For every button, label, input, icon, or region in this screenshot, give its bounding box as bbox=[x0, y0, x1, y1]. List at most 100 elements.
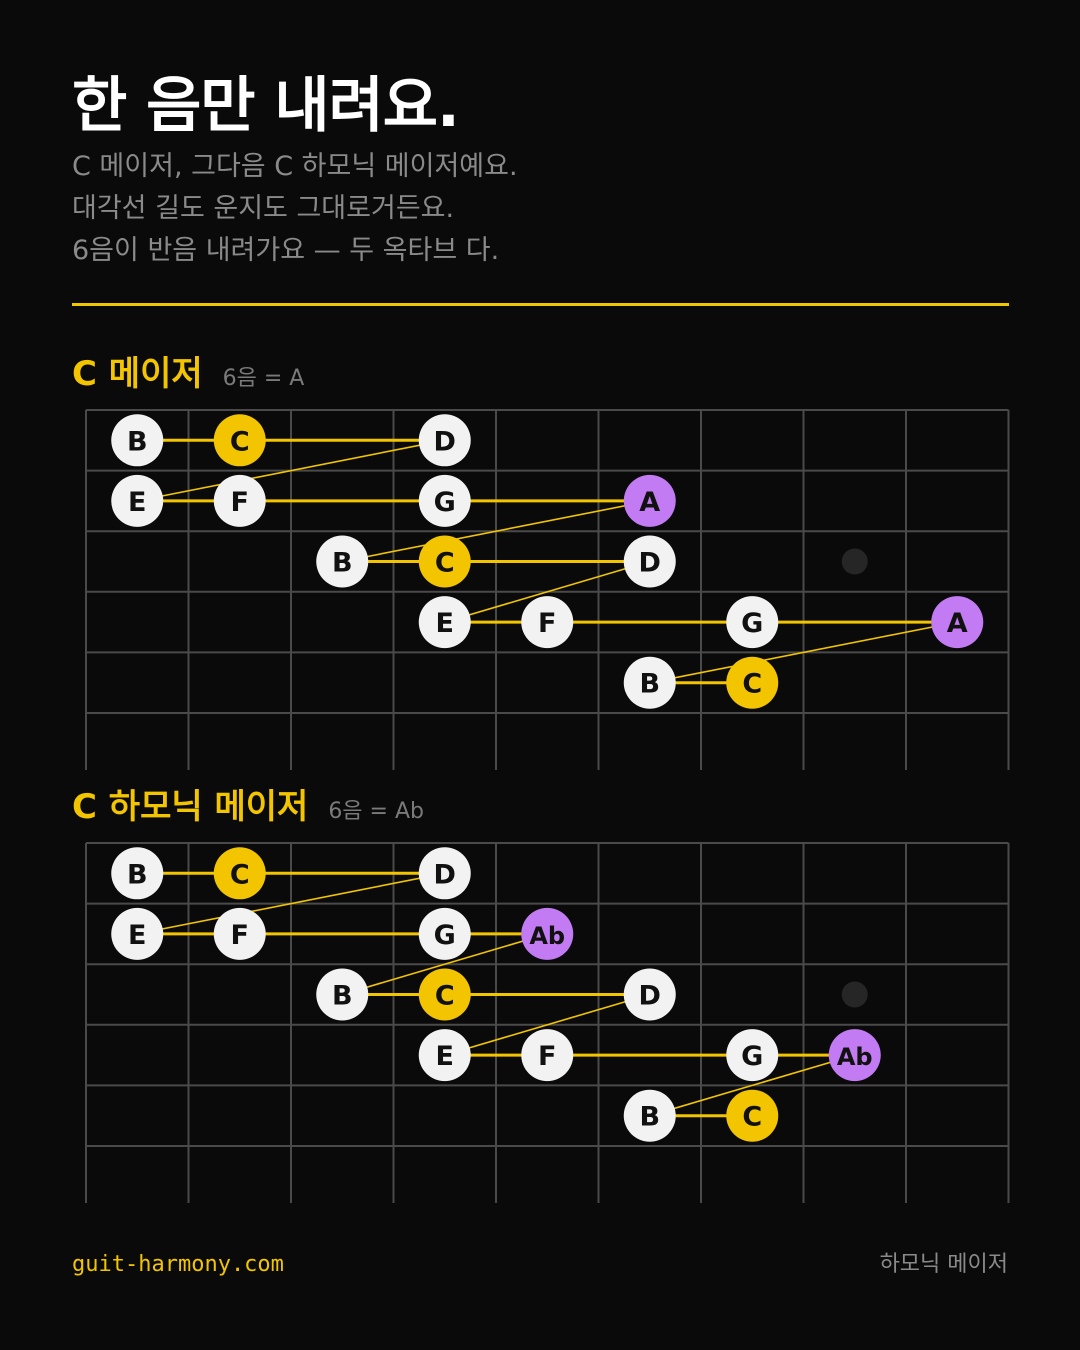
note-circle bbox=[316, 968, 369, 1021]
note-circle bbox=[111, 414, 164, 467]
note-marker: G bbox=[418, 474, 471, 527]
note-label: F bbox=[538, 1041, 556, 1072]
note-marker: E bbox=[111, 907, 164, 960]
position-shift-line bbox=[137, 439, 445, 502]
note-circle bbox=[726, 1089, 779, 1142]
note-marker: C bbox=[418, 968, 471, 1021]
note-label: F bbox=[231, 487, 249, 518]
note-circle bbox=[418, 474, 471, 527]
note-circle bbox=[623, 968, 676, 1021]
section-title-text: C 메이저 bbox=[72, 354, 203, 394]
note-circle bbox=[316, 535, 369, 588]
note-circle bbox=[418, 596, 471, 649]
note-marker: E bbox=[418, 596, 471, 649]
note-marker: C bbox=[213, 847, 266, 900]
note-label: G bbox=[434, 487, 456, 518]
position-shift-line bbox=[137, 872, 445, 935]
fretboard-diagram-c-harmonic-major: 2345678910BCDEFGAbBCDEFGAbBC bbox=[85, 842, 1010, 1203]
note-label: C bbox=[230, 426, 250, 457]
subtitle-line-1: C 메이저, 그다음 C 하모닉 메이저예요. bbox=[72, 151, 518, 182]
section-title-c-harmonic-major: C 하모닉 메이저 6음 = Ab bbox=[72, 787, 424, 832]
note-label: F bbox=[231, 920, 249, 951]
note-circle bbox=[726, 596, 779, 649]
divider-line bbox=[72, 303, 1009, 306]
note-marker: C bbox=[213, 414, 266, 467]
note-label: B bbox=[127, 859, 148, 890]
note-label: C bbox=[742, 669, 762, 700]
note-circle bbox=[111, 847, 164, 900]
note-marker: D bbox=[623, 535, 676, 588]
note-circle bbox=[418, 968, 471, 1021]
note-circle bbox=[111, 907, 164, 960]
note-marker: C bbox=[726, 656, 779, 709]
note-label: F bbox=[538, 608, 556, 639]
note-circle bbox=[418, 907, 471, 960]
note-circle bbox=[213, 907, 266, 960]
fret-inlay-dot bbox=[841, 548, 868, 575]
note-marker: C bbox=[726, 1089, 779, 1142]
note-marker: B bbox=[111, 414, 164, 467]
note-label: C bbox=[230, 859, 250, 890]
note-marker: B bbox=[623, 1089, 676, 1142]
note-circle bbox=[623, 1089, 676, 1142]
note-circle bbox=[623, 474, 676, 527]
note-label: D bbox=[434, 859, 456, 890]
note-label: B bbox=[639, 1102, 660, 1133]
note-marker: G bbox=[418, 907, 471, 960]
fret-inlay-dot bbox=[841, 981, 868, 1008]
note-circle bbox=[726, 1029, 779, 1082]
note-circle bbox=[213, 414, 266, 467]
note-circle bbox=[521, 907, 574, 960]
note-circle bbox=[111, 474, 164, 527]
note-label: C bbox=[435, 981, 455, 1012]
section-title-c-major: C 메이저 6음 = A bbox=[72, 354, 304, 399]
note-circle bbox=[418, 414, 471, 467]
note-label: A bbox=[639, 487, 660, 518]
note-circle bbox=[726, 656, 779, 709]
note-marker: G bbox=[726, 596, 779, 649]
note-marker: F bbox=[213, 474, 266, 527]
note-marker: B bbox=[623, 656, 676, 709]
subtitle-line-2: 대각선 길도 운지도 그대로거든요. bbox=[72, 193, 455, 224]
note-label: Ab bbox=[837, 1043, 873, 1071]
position-shift-line bbox=[444, 560, 650, 623]
note-label: D bbox=[434, 426, 456, 457]
note-marker: D bbox=[623, 968, 676, 1021]
fretboard-diagram-c-major: 2345678910BCDEFGABCDEFGABC bbox=[85, 409, 1010, 770]
note-circle bbox=[623, 535, 676, 588]
note-marker: Ab bbox=[828, 1029, 881, 1082]
note-label: A bbox=[947, 608, 968, 639]
note-circle bbox=[931, 596, 984, 649]
note-circle bbox=[828, 1029, 881, 1082]
note-label: B bbox=[332, 548, 353, 579]
note-marker: F bbox=[213, 907, 266, 960]
position-shift-line bbox=[342, 933, 548, 996]
note-circle bbox=[213, 847, 266, 900]
note-marker: B bbox=[111, 847, 164, 900]
note-label: G bbox=[741, 1041, 763, 1072]
note-marker: C bbox=[418, 535, 471, 588]
section-title-text: C 하모닉 메이저 bbox=[72, 787, 309, 827]
note-label: C bbox=[742, 1102, 762, 1133]
note-marker: F bbox=[521, 596, 574, 649]
section-note: 6음 = Ab bbox=[328, 799, 424, 824]
note-label: E bbox=[128, 920, 146, 951]
position-shift-line bbox=[342, 500, 650, 563]
position-shift-line bbox=[444, 993, 650, 1056]
subtitle-line-3: 6음이 반음 내려가요 — 두 옥타브 다. bbox=[72, 235, 500, 266]
page-title: 한 음만 내려요. bbox=[72, 71, 460, 141]
note-marker: Ab bbox=[521, 907, 574, 960]
note-marker: E bbox=[418, 1029, 471, 1082]
note-label: G bbox=[434, 920, 456, 951]
note-circle bbox=[418, 535, 471, 588]
footer-tag: 하모닉 메이저 bbox=[879, 1252, 1008, 1277]
note-marker: A bbox=[931, 596, 984, 649]
note-marker: F bbox=[521, 1029, 574, 1082]
note-label: B bbox=[639, 669, 660, 700]
note-marker: E bbox=[111, 474, 164, 527]
note-label: E bbox=[128, 487, 146, 518]
note-label: D bbox=[639, 548, 661, 579]
note-label: Ab bbox=[529, 922, 565, 950]
note-label: E bbox=[436, 1041, 454, 1072]
note-circle bbox=[213, 474, 266, 527]
